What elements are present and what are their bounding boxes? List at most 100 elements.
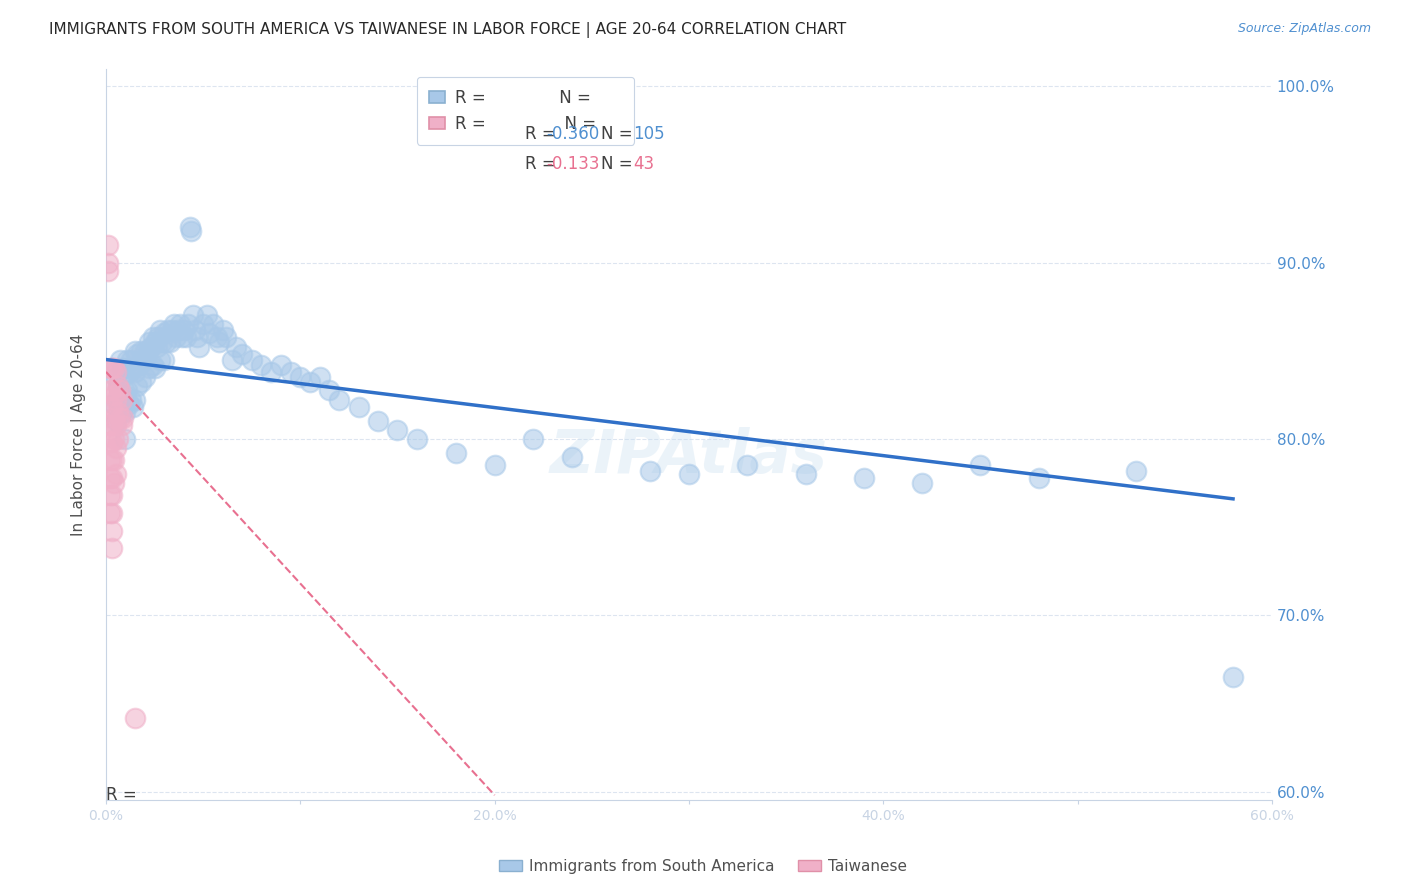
Point xyxy=(110,393,132,408)
Point xyxy=(134,370,156,384)
Point xyxy=(211,322,233,336)
Point xyxy=(118,396,141,410)
Point xyxy=(280,365,302,379)
Point xyxy=(101,524,124,538)
Point xyxy=(103,432,125,446)
Y-axis label: In Labor Force | Age 20-64: In Labor Force | Age 20-64 xyxy=(72,334,87,536)
Point xyxy=(150,334,173,349)
Text: R =: R = xyxy=(105,787,142,805)
Point xyxy=(240,352,263,367)
Point xyxy=(110,361,132,376)
Legend: R =              N =      , R =               N =    : R = N = , R = N = xyxy=(418,77,634,145)
Point xyxy=(124,343,146,358)
Point xyxy=(143,334,166,349)
Point xyxy=(114,388,136,402)
Point xyxy=(969,458,991,473)
Point xyxy=(173,322,195,336)
Point xyxy=(98,361,121,376)
Point xyxy=(114,432,136,446)
Text: R =: R = xyxy=(524,155,561,173)
Point xyxy=(299,376,322,390)
Point xyxy=(132,354,155,368)
Text: 43: 43 xyxy=(633,155,654,173)
Point xyxy=(387,423,409,437)
Point xyxy=(103,361,125,376)
Point xyxy=(97,238,120,252)
Point xyxy=(103,388,125,402)
Text: -0.133: -0.133 xyxy=(547,155,600,173)
Point xyxy=(215,329,238,343)
Point xyxy=(157,322,180,336)
Point xyxy=(104,467,127,482)
Point xyxy=(101,488,124,502)
Point xyxy=(195,309,218,323)
Point xyxy=(250,358,273,372)
Point xyxy=(117,383,139,397)
Point xyxy=(135,347,157,361)
Text: Source: ZipAtlas.com: Source: ZipAtlas.com xyxy=(1237,22,1371,36)
Point xyxy=(124,365,146,379)
Point xyxy=(678,467,700,482)
Point xyxy=(104,393,127,408)
Point xyxy=(138,334,160,349)
Point xyxy=(183,309,205,323)
Point xyxy=(318,383,340,397)
Point xyxy=(184,322,207,336)
Point xyxy=(1028,471,1050,485)
Point xyxy=(170,329,193,343)
Point xyxy=(98,383,121,397)
Point xyxy=(347,400,370,414)
Point xyxy=(188,340,211,354)
Point xyxy=(97,264,120,278)
Point xyxy=(103,410,125,425)
Point xyxy=(108,396,131,410)
Point xyxy=(406,432,429,446)
Point xyxy=(107,432,129,446)
Point xyxy=(108,410,131,425)
Text: R =: R = xyxy=(524,125,561,144)
Text: IMMIGRANTS FROM SOUTH AMERICA VS TAIWANESE IN LABOR FORCE | AGE 20-64 CORRELATIO: IMMIGRANTS FROM SOUTH AMERICA VS TAIWANE… xyxy=(49,22,846,38)
Point xyxy=(98,417,121,432)
Point xyxy=(208,334,231,349)
Point xyxy=(167,322,190,336)
Point xyxy=(98,471,121,485)
Point xyxy=(112,370,135,384)
Point xyxy=(180,224,202,238)
Point xyxy=(125,347,148,361)
Point xyxy=(153,326,176,340)
Point xyxy=(169,318,191,332)
Point xyxy=(149,352,172,367)
Point xyxy=(125,379,148,393)
Point xyxy=(143,361,166,376)
Point xyxy=(101,361,124,376)
Point xyxy=(160,322,183,336)
Point xyxy=(308,370,330,384)
Point xyxy=(290,370,312,384)
Point xyxy=(101,435,124,450)
Text: 105: 105 xyxy=(633,125,665,144)
Point xyxy=(138,361,160,376)
Text: N =: N = xyxy=(600,125,637,144)
Point xyxy=(179,220,201,235)
Point xyxy=(120,352,142,367)
Point xyxy=(159,334,181,349)
Text: -0.360: -0.360 xyxy=(547,125,599,144)
Point xyxy=(221,352,243,367)
Point xyxy=(129,343,152,358)
Point xyxy=(110,417,132,432)
Point xyxy=(101,541,124,556)
Point xyxy=(108,383,131,397)
Point xyxy=(638,464,661,478)
Point xyxy=(98,400,121,414)
Point xyxy=(225,340,247,354)
Point xyxy=(103,453,125,467)
Point xyxy=(107,405,129,419)
Point xyxy=(205,329,228,343)
Point xyxy=(98,488,121,502)
Point xyxy=(148,329,170,343)
Point xyxy=(163,318,186,332)
Point xyxy=(122,400,145,414)
Point xyxy=(101,471,124,485)
Point xyxy=(128,358,150,372)
Point xyxy=(104,441,127,455)
